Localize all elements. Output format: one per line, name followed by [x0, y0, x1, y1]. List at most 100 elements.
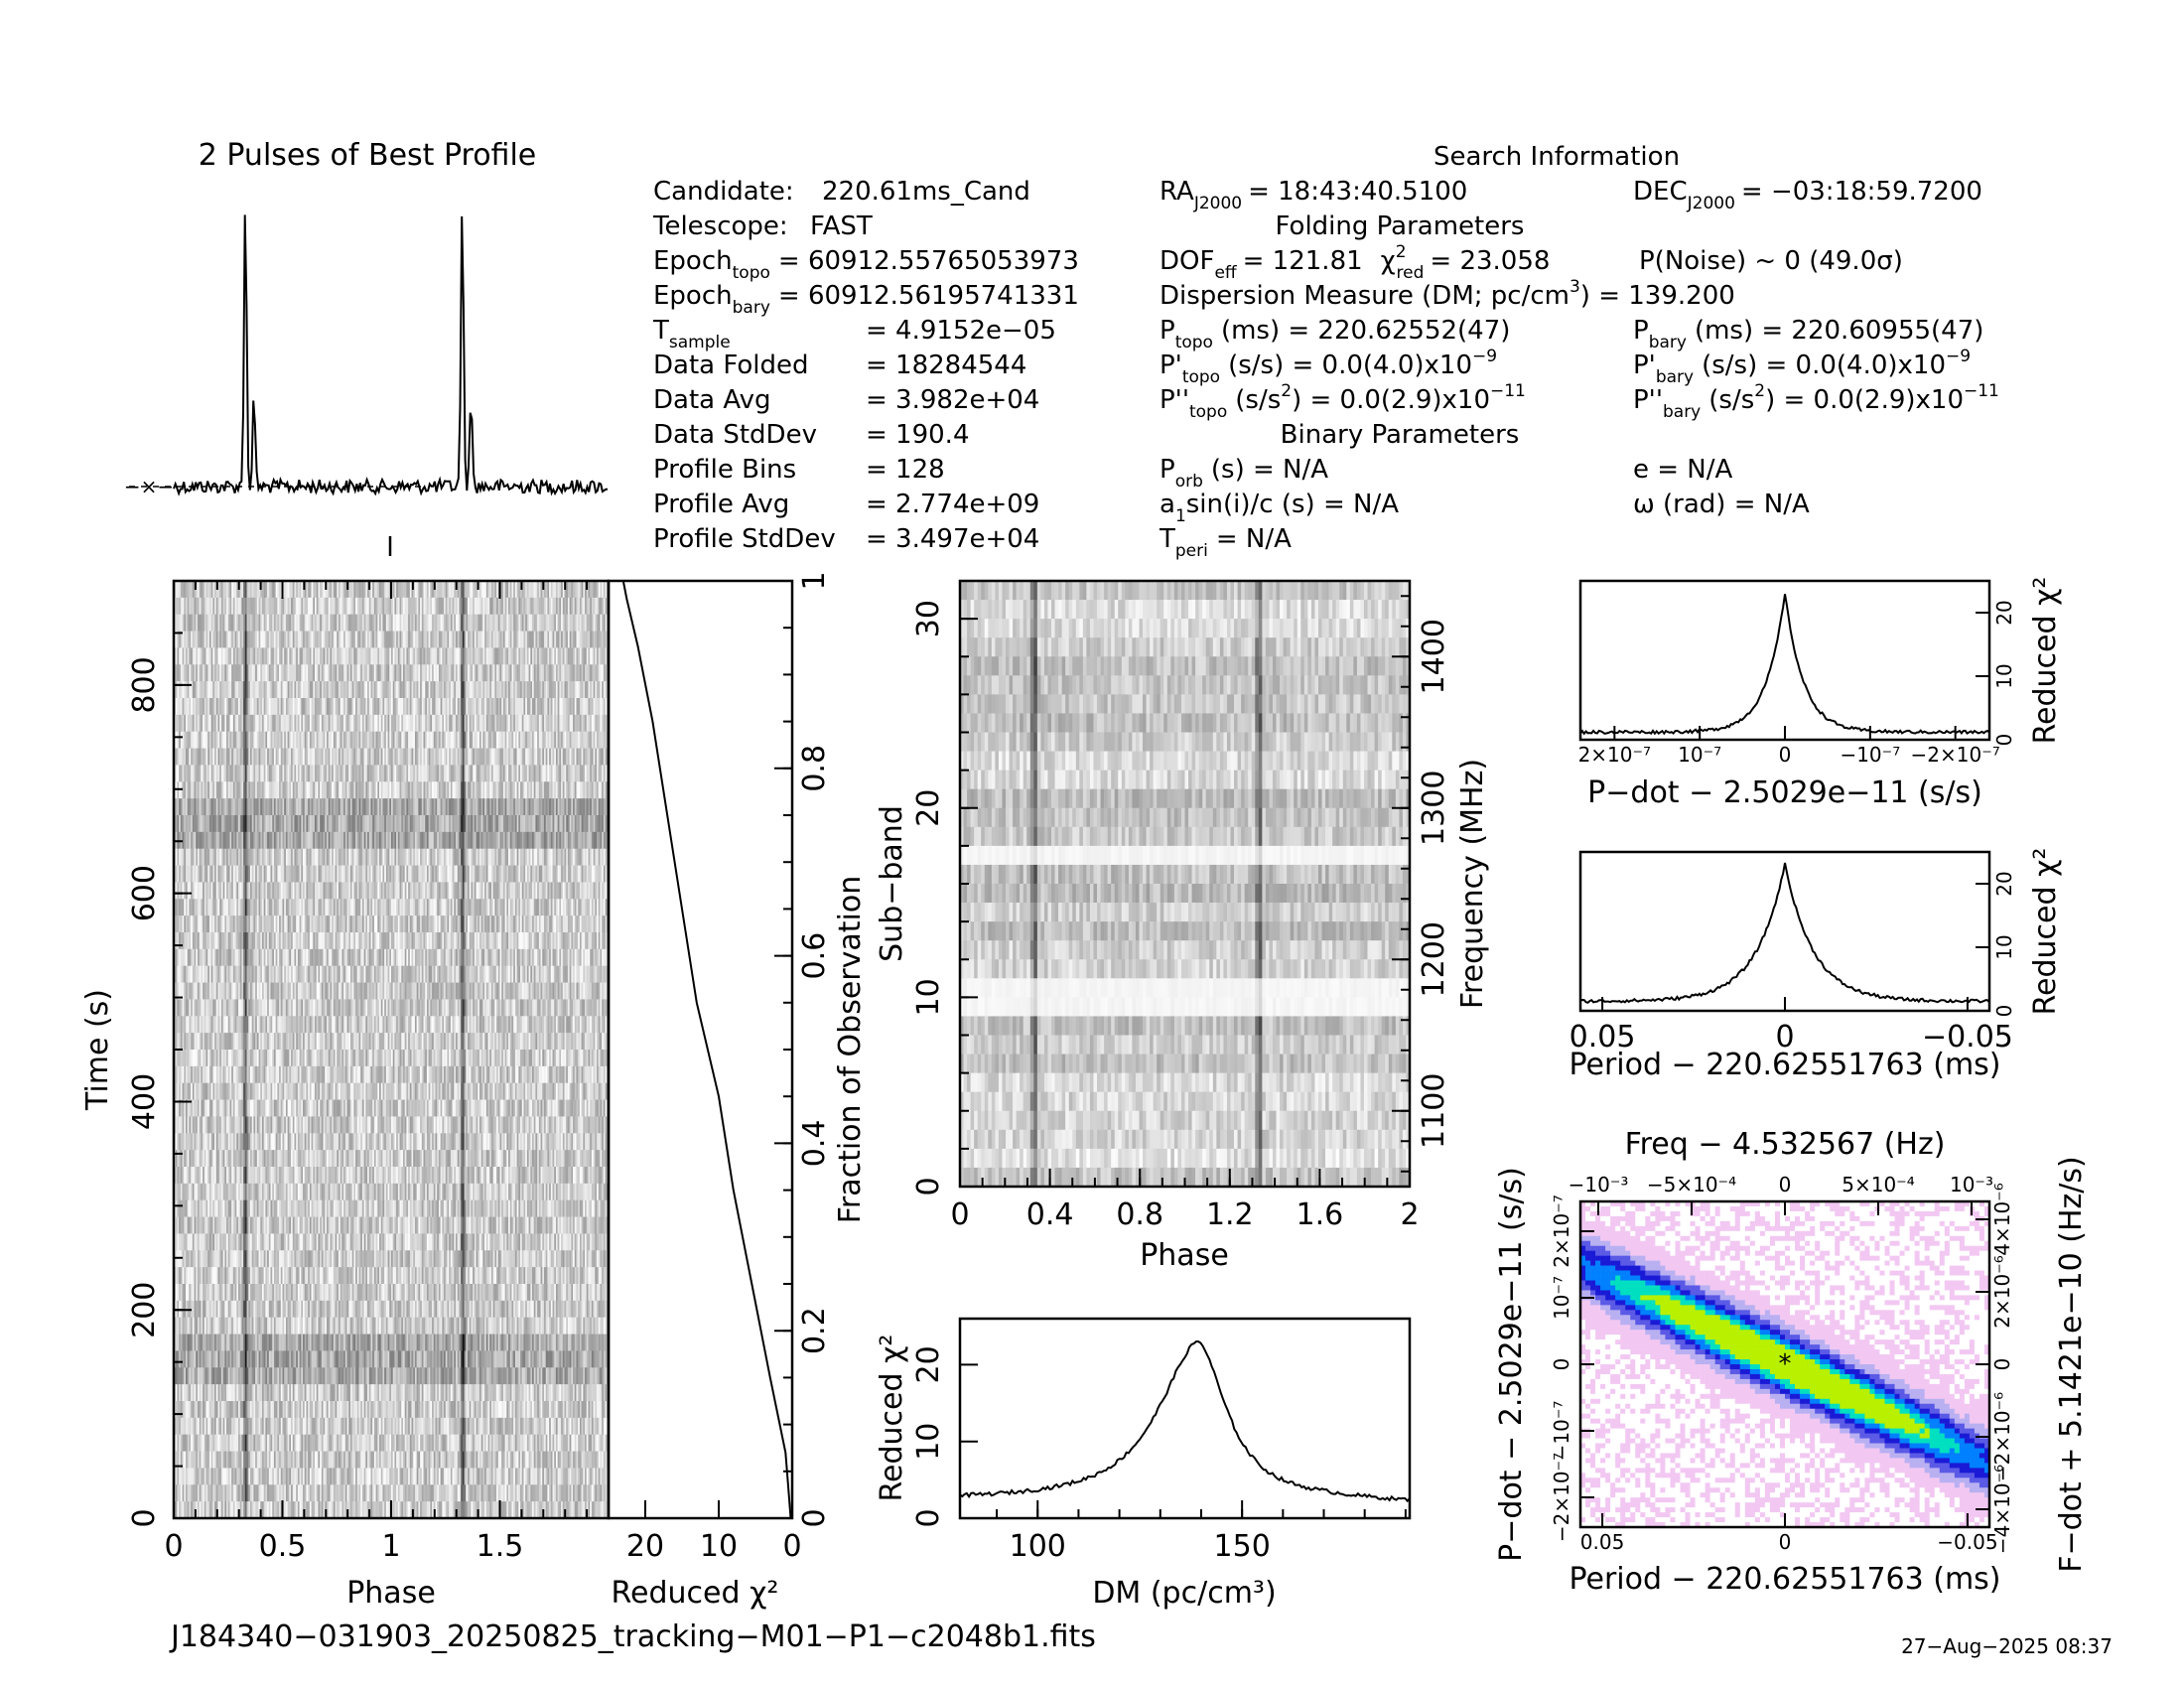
time-phase-cell — [583, 749, 585, 766]
time-phase-cell — [183, 765, 185, 781]
time-phase-cell — [429, 632, 431, 648]
time-phase-cell — [503, 615, 505, 632]
time-phase-cell — [283, 632, 285, 648]
time-phase-cell — [241, 866, 243, 883]
time-phase-cell — [525, 681, 527, 698]
time-phase-cell — [223, 849, 225, 866]
time-phase-cell — [214, 899, 216, 915]
time-phase-cell — [221, 882, 223, 899]
time-phase-cell — [513, 647, 515, 664]
time-phase-cell — [458, 798, 460, 815]
time-phase-cell — [279, 664, 281, 681]
time-phase-cell — [549, 632, 551, 648]
time-phase-cell — [559, 664, 561, 681]
time-phase-cell — [563, 765, 565, 781]
time-phase-cell — [274, 664, 276, 681]
time-phase-cell — [466, 698, 468, 715]
time-phase-cell — [597, 849, 599, 866]
time-phase-cell — [298, 798, 300, 815]
time-phase-cell — [203, 798, 205, 815]
time-phase-cell — [286, 647, 288, 664]
time-phase-cell — [260, 615, 262, 632]
time-phase-cell — [334, 781, 336, 798]
time-phase-cell — [527, 681, 529, 698]
time-phase-cell — [369, 615, 371, 632]
time-phase-cell — [325, 598, 327, 615]
time-phase-cell — [329, 815, 331, 832]
time-phase-cell — [189, 798, 191, 815]
time-phase-cell — [358, 698, 360, 715]
time-phase-cell — [558, 798, 560, 815]
time-phase-cell — [367, 664, 369, 681]
time-phase-cell — [223, 681, 225, 698]
time-phase-cell — [253, 849, 255, 866]
time-phase-cell — [352, 732, 354, 749]
time-phase-cell — [231, 882, 233, 899]
time-phase-cell — [186, 749, 188, 766]
time-phase-cell — [294, 647, 296, 664]
time-phase-cell — [505, 581, 507, 598]
time-phase-cell — [511, 732, 513, 749]
time-phase-cell — [301, 781, 303, 798]
time-phase-cell — [245, 632, 247, 648]
time-phase-cell — [489, 632, 491, 648]
time-phase-cell — [506, 882, 508, 899]
time-phase-cell — [334, 598, 336, 615]
time-phase-cell — [479, 732, 481, 749]
time-phase-cell — [568, 647, 570, 664]
time-phase-cell — [537, 765, 539, 781]
time-phase-cell — [300, 866, 302, 883]
time-phase-cell — [329, 598, 331, 615]
time-phase-cell — [553, 849, 555, 866]
time-phase-cell — [365, 882, 367, 899]
time-phase-cell — [183, 781, 185, 798]
time-phase-cell — [262, 615, 264, 632]
time-phase-cell — [491, 664, 493, 681]
time-phase-cell — [212, 647, 214, 664]
time-phase-cell — [417, 598, 419, 615]
time-phase-cell — [418, 749, 420, 766]
time-phase-cell — [211, 647, 213, 664]
time-phase-cell — [291, 698, 293, 715]
time-phase-cell — [327, 882, 329, 899]
time-phase-cell — [494, 732, 496, 749]
time-phase-cell — [587, 866, 589, 883]
time-phase-cell — [468, 882, 470, 899]
folding-header: Folding Parameters — [1276, 211, 1525, 241]
time-phase-cell — [341, 698, 342, 715]
time-phase-cell — [177, 815, 179, 832]
time-phase-cell — [212, 632, 214, 648]
time-phase-cell — [513, 849, 515, 866]
time-phase-cell — [267, 632, 269, 648]
time-phase-cell — [372, 632, 374, 648]
time-phase-cell — [575, 581, 577, 598]
time-phase-cell — [253, 765, 255, 781]
time-phase-cell — [393, 615, 395, 632]
time-phase-cell — [315, 832, 317, 849]
time-phase-cell — [198, 681, 200, 698]
time-phase-cell — [503, 681, 505, 698]
time-phase-cell — [205, 765, 206, 781]
time-phase-cell — [594, 664, 596, 681]
time-phase-cell — [388, 781, 390, 798]
time-phase-cell — [327, 749, 329, 766]
time-phase-cell — [379, 615, 381, 632]
time-phase-cell — [427, 598, 429, 615]
time-phase-cell — [233, 732, 235, 749]
time-phase-cell — [322, 681, 324, 698]
time-phase-cell — [561, 815, 563, 832]
time-phase-cell — [293, 832, 295, 849]
time-phase-cell — [193, 798, 195, 815]
time-phase-cell — [465, 749, 467, 766]
time-phase-cell — [475, 581, 477, 598]
time-phase-cell — [473, 581, 475, 598]
time-phase-cell — [570, 615, 572, 632]
time-phase-cell — [489, 866, 491, 883]
time-phase-cell — [329, 781, 331, 798]
time-phase-cell — [365, 698, 367, 715]
time-phase-cell — [422, 765, 424, 781]
time-phase-cell — [541, 832, 543, 849]
time-phase-cell — [337, 681, 339, 698]
time-phase-cell — [217, 849, 219, 866]
time-phase-cell — [283, 866, 285, 883]
